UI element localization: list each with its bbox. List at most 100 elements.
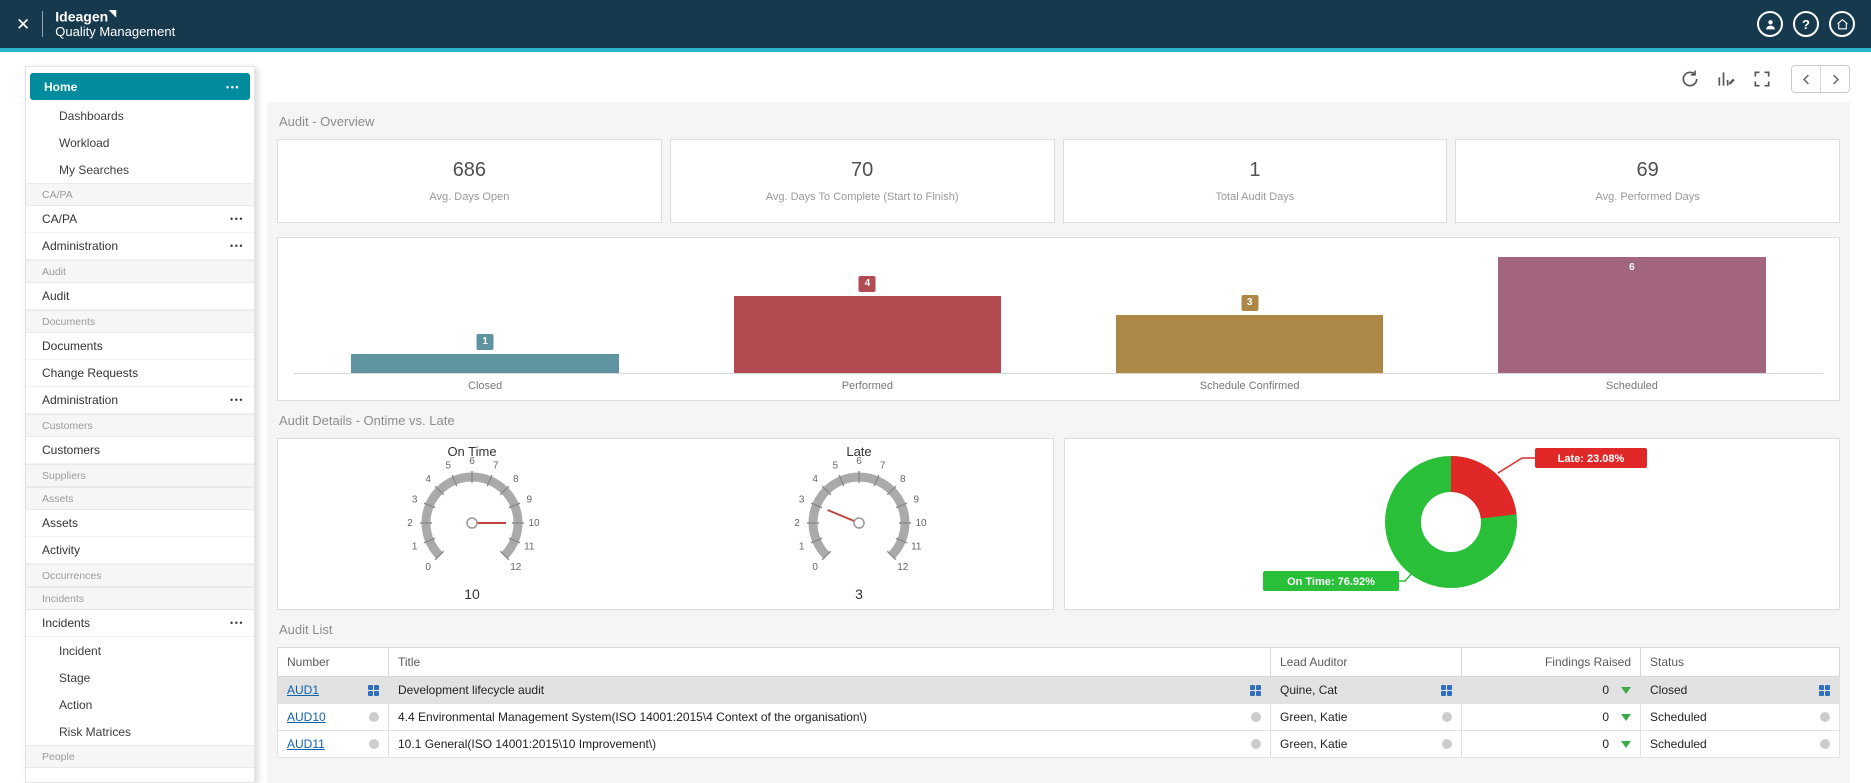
- record-dot-icon[interactable]: [1442, 712, 1452, 722]
- drilldown-grid-icon[interactable]: [1250, 684, 1261, 696]
- sidebar-item-label: Customers: [42, 443, 101, 457]
- svg-text:2: 2: [407, 518, 413, 529]
- logo-divider: [42, 11, 44, 37]
- table-row-aud11[interactable]: AUD11 10.1 General(ISO 14001:2015\10 Impr…: [277, 730, 1840, 758]
- sidebar-item-label: Incident: [59, 643, 102, 658]
- user-icon[interactable]: [1757, 11, 1783, 37]
- refresh-icon[interactable]: [1677, 66, 1703, 92]
- table-row-aud1[interactable]: AUD1 Development lifecycle audit Quine, Ca…: [277, 676, 1840, 704]
- item-menu-icon[interactable]: •••: [230, 618, 244, 628]
- record-dot-icon[interactable]: [1251, 739, 1261, 749]
- audit-number-link[interactable]: AUD10: [287, 710, 326, 724]
- sidebar-item-label: CA/PA: [42, 188, 73, 201]
- sidebar-item-incidents[interactable]: Incidents •••: [26, 610, 254, 637]
- sidebar-item-administration[interactable]: Administration •••: [26, 233, 254, 260]
- sidebar-item-label: CA/PA: [42, 212, 78, 226]
- column-header-lead-auditor[interactable]: Lead Auditor: [1270, 647, 1462, 677]
- findings-count: 0: [1602, 683, 1609, 697]
- audit-list-title: Audit List: [279, 622, 333, 637]
- record-dot-icon[interactable]: [1820, 739, 1830, 749]
- record-dot-icon[interactable]: [1442, 739, 1452, 749]
- main-content: Audit - Overview 686 Avg. Days Open 70 Avg.…: [255, 52, 1871, 783]
- home-icon[interactable]: [1829, 11, 1855, 37]
- sidebar-item-dashboards[interactable]: Dashboards: [26, 102, 254, 129]
- column-header-number[interactable]: Number: [277, 647, 389, 677]
- bar-scheduled[interactable]: 6: [1498, 257, 1766, 373]
- svg-text:2: 2: [794, 518, 800, 529]
- svg-text:6: 6: [856, 456, 862, 467]
- drilldown-grid-icon[interactable]: [1441, 684, 1452, 696]
- sidebar-item-customers[interactable]: Customers: [26, 437, 254, 464]
- ontime-annotation: [1262, 571, 1399, 591]
- record-dot-icon[interactable]: [369, 712, 379, 722]
- audit-title: 10.1 General(ISO 14001:2015\10 Improveme…: [398, 737, 657, 751]
- close-menu-icon[interactable]: ✕: [16, 14, 31, 34]
- svg-text:4: 4: [425, 474, 431, 485]
- svg-text:10: 10: [528, 518, 540, 529]
- expand-icon[interactable]: [1749, 66, 1775, 92]
- help-icon[interactable]: ?: [1793, 11, 1819, 37]
- sidebar-item-incident[interactable]: Incident: [26, 637, 254, 664]
- bar-schedule-confirmed[interactable]: 3: [1115, 295, 1384, 373]
- record-dot-icon[interactable]: [1251, 712, 1261, 722]
- sidebar-item-label: People: [42, 750, 75, 763]
- sidebar-item-label: Audit: [42, 265, 66, 278]
- sidebar-section-assets: Assets: [26, 487, 254, 510]
- column-header-findings-raised[interactable]: Findings Raised: [1461, 647, 1641, 677]
- table-header-row: Number Title Lead Auditor Findings Raised St…: [277, 647, 1840, 677]
- sidebar-item-label: Workload: [59, 135, 110, 150]
- kpi-card-total-audit-days: 1 Total Audit Days: [1062, 139, 1448, 223]
- sidebar-item-activity[interactable]: Activity: [26, 537, 254, 564]
- sidebar-item-documents[interactable]: Documents: [26, 333, 254, 360]
- audit-number-link[interactable]: AUD1: [287, 683, 320, 697]
- late-annotation: [1534, 448, 1647, 468]
- chevron-left-icon[interactable]: [1792, 66, 1820, 92]
- findings-down-icon: [1621, 713, 1631, 721]
- sidebar-section-customers: Customers: [26, 414, 254, 437]
- drilldown-grid-icon[interactable]: [368, 684, 379, 696]
- sidebar-item-label: Suppliers: [42, 469, 86, 482]
- sidebar-item-workload[interactable]: Workload: [26, 129, 254, 156]
- sidebar-item-label: Dashboards: [59, 108, 124, 123]
- sidebar-item-stage[interactable]: Stage: [26, 664, 254, 691]
- sidebar-item-risk-matrices[interactable]: Risk Matrices: [26, 718, 254, 745]
- gauge-panel: On Time 0 1 2 3 4 5 6 7 8 9 10 11 12 10 Late 0 1 2 3 4 5 6 7 8 9 1…: [277, 438, 1054, 610]
- item-menu-icon[interactable]: •••: [226, 81, 240, 92]
- bar-closed[interactable]: 1: [351, 334, 619, 373]
- bar-performed[interactable]: 4: [733, 276, 1002, 373]
- record-dot-icon[interactable]: [369, 739, 379, 749]
- item-menu-icon[interactable]: •••: [230, 214, 244, 224]
- svg-text:0: 0: [812, 562, 818, 573]
- sidebar-section-people: People: [26, 745, 254, 768]
- kpi-label: Total Audit Days: [1215, 191, 1295, 203]
- svg-text:10: 10: [464, 586, 480, 602]
- sidebar-item-assets[interactable]: Assets: [26, 510, 254, 537]
- bar-category-label: Performed: [841, 380, 894, 392]
- status-text: Scheduled: [1650, 737, 1707, 751]
- audit-number-link[interactable]: AUD11: [287, 737, 325, 751]
- item-menu-icon[interactable]: •••: [230, 241, 244, 251]
- table-row-aud10[interactable]: AUD10 4.4 Environmental Management System…: [277, 703, 1840, 731]
- column-header-status[interactable]: Status: [1640, 647, 1840, 677]
- bar-chart-panel: 1 4 3 6 Closed Performed Schedule Confirmed Sc…: [277, 237, 1840, 401]
- sidebar-item-home[interactable]: Home •••: [30, 73, 250, 100]
- sidebar-nav: Home ••• Dashboards Workload My Searches CA/P…: [25, 66, 255, 783]
- bar-category-label: Closed: [468, 380, 503, 392]
- sidebar-item-administration[interactable]: Administration •••: [26, 387, 254, 414]
- svg-text:6: 6: [469, 456, 475, 467]
- chart-edit-icon[interactable]: [1713, 66, 1739, 92]
- kpi-value: 70: [851, 159, 874, 181]
- item-menu-icon[interactable]: •••: [230, 395, 244, 405]
- sidebar-item-action[interactable]: Action: [26, 691, 254, 718]
- kpi-card-avg-days-to-complete-start-to-finish: 70 Avg. Days To Complete (Start to Finish…: [669, 139, 1055, 223]
- drilldown-grid-icon[interactable]: [1819, 684, 1830, 696]
- sidebar-item-change-requests[interactable]: Change Requests: [26, 360, 254, 387]
- record-dot-icon[interactable]: [1820, 712, 1830, 722]
- sidebar-item-ca-pa[interactable]: CA/PA •••: [26, 206, 254, 233]
- column-header-title[interactable]: Title: [388, 647, 1271, 677]
- chevron-right-icon[interactable]: [1821, 66, 1849, 92]
- sidebar-item-audit[interactable]: Audit: [26, 283, 254, 310]
- sidebar-item-my-searches[interactable]: My Searches: [26, 156, 254, 183]
- sidebar-item-label: Audit: [42, 289, 70, 303]
